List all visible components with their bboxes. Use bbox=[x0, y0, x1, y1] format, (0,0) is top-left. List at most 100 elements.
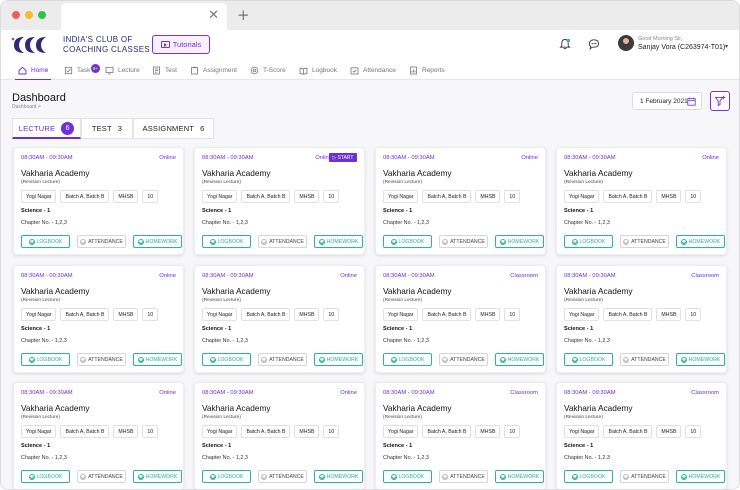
attendance-button[interactable]: ATTENDANCE bbox=[77, 470, 126, 483]
homework-button[interactable]: HOMEWORK bbox=[676, 353, 725, 366]
nav-logbook[interactable]: Logbook bbox=[299, 60, 337, 80]
attendance-button[interactable]: ATTENDANCE bbox=[439, 235, 488, 248]
breadcrumb[interactable]: Dashboard > bbox=[12, 104, 41, 110]
tag-chip: MHSB bbox=[294, 308, 320, 321]
close-tab-icon[interactable]: ✕ bbox=[208, 8, 219, 23]
logbook-button[interactable]: LOGBOOK bbox=[21, 353, 70, 366]
lecture-card[interactable]: 08:30AM - 09:30AM Online Vakharia Academ… bbox=[13, 265, 184, 373]
logbook-button[interactable]: LOGBOOK bbox=[202, 353, 251, 366]
homework-label: HOMEWORK bbox=[145, 356, 178, 363]
nav-reports[interactable]: Reports bbox=[409, 60, 445, 80]
logbook-button[interactable]: LOGBOOK bbox=[564, 470, 613, 483]
check-circle-icon bbox=[261, 473, 268, 480]
lecture-card[interactable]: 08:30AM - 09:30AM Online Vakharia Academ… bbox=[194, 265, 365, 373]
attendance-button[interactable]: ATTENDANCE bbox=[439, 353, 488, 366]
attendance-button[interactable]: ATTENDANCE bbox=[620, 353, 669, 366]
lecture-card[interactable]: 08:30AM - 09:30AM Online Vakharia Academ… bbox=[13, 147, 184, 255]
attendance-button[interactable]: ATTENDANCE bbox=[258, 353, 307, 366]
nav-lecture[interactable]: Lecture bbox=[105, 60, 140, 80]
logbook-button[interactable]: LOGBOOK bbox=[21, 235, 70, 248]
lecture-card[interactable]: 08:30AM - 09:30AM Online Vakharia Academ… bbox=[556, 147, 727, 255]
lecture-tags: Yogi Nagar Batch A, Batch B MHSB 10 bbox=[202, 308, 340, 321]
tab-assignment[interactable]: ASSIGNMENT 6 bbox=[133, 118, 214, 139]
subject-name: Science - 1 bbox=[383, 326, 413, 332]
calendar-icon bbox=[687, 97, 696, 106]
browser-tab[interactable]: ✕ bbox=[61, 3, 227, 30]
check-circle-icon bbox=[28, 238, 35, 245]
card-actions: LOGBOOK ATTENDANCE HOMEWORK bbox=[383, 353, 544, 366]
lecture-card[interactable]: 08:30AM - 09:30AM Classroom Vakharia Aca… bbox=[556, 382, 727, 489]
chapter-list: Chapter No. - 1,2,3 bbox=[21, 338, 67, 344]
homework-button[interactable]: HOMEWORK bbox=[676, 235, 725, 248]
check-circle-icon bbox=[623, 473, 630, 480]
attendance-button[interactable]: ATTENDANCE bbox=[258, 470, 307, 483]
logbook-button[interactable]: LOGBOOK bbox=[21, 470, 70, 483]
lecture-subtitle: (Revision Lecture) bbox=[564, 415, 603, 420]
logbook-button[interactable]: LOGBOOK bbox=[202, 235, 251, 248]
nav-attendance[interactable]: Attendance bbox=[350, 60, 396, 80]
lecture-card[interactable]: 08:30AM - 09:30AM Classroom Vakharia Aca… bbox=[375, 382, 546, 489]
tag-chip: Batch A, Batch B bbox=[603, 425, 653, 438]
logbook-button[interactable]: LOGBOOK bbox=[202, 470, 251, 483]
chapter-list: Chapter No. - 1,2,3 bbox=[21, 220, 67, 226]
attendance-button[interactable]: ATTENDANCE bbox=[620, 235, 669, 248]
attendance-button[interactable]: ATTENDANCE bbox=[439, 470, 488, 483]
homework-button[interactable]: HOMEWORK bbox=[133, 353, 182, 366]
lecture-card[interactable]: 08:30AM - 09:30AM Online Vakharia Academ… bbox=[194, 147, 365, 255]
homework-button[interactable]: HOMEWORK bbox=[495, 470, 544, 483]
homework-button[interactable]: HOMEWORK bbox=[314, 353, 363, 366]
tab-lecture[interactable]: LECTURE 6 bbox=[12, 118, 81, 139]
homework-button[interactable]: HOMEWORK bbox=[495, 353, 544, 366]
nav-home[interactable]: Home bbox=[14, 60, 52, 81]
homework-button[interactable]: HOMEWORK bbox=[133, 470, 182, 483]
start-button[interactable]: ▷ START bbox=[329, 153, 357, 162]
attendance-button[interactable]: ATTENDANCE bbox=[620, 470, 669, 483]
logbook-button[interactable]: LOGBOOK bbox=[564, 235, 613, 248]
attendance-button[interactable]: ATTENDANCE bbox=[77, 235, 126, 248]
logbook-button[interactable]: LOGBOOK bbox=[383, 353, 432, 366]
icc-logo-icon[interactable] bbox=[10, 34, 58, 56]
homework-button[interactable]: HOMEWORK bbox=[133, 235, 182, 248]
attendance-label: ATTENDANCE bbox=[450, 473, 485, 480]
nav-tscore[interactable]: T-Score bbox=[250, 60, 286, 80]
lecture-card[interactable]: 08:30AM - 09:30AM Online Vakharia Academ… bbox=[13, 382, 184, 489]
date-picker[interactable]: 1 February 2021 bbox=[632, 92, 702, 110]
nav-assignment[interactable]: Assignment bbox=[190, 60, 237, 80]
tutorials-button[interactable]: Tutorials bbox=[152, 35, 210, 54]
close-window-button[interactable] bbox=[12, 11, 20, 19]
user-avatar[interactable] bbox=[618, 35, 634, 51]
chat-icon[interactable] bbox=[588, 38, 600, 50]
user-name[interactable]: Sanjay Vora (C263974-T01) bbox=[638, 44, 726, 51]
filter-button[interactable] bbox=[710, 91, 730, 111]
lecture-card[interactable]: 08:30AM - 09:30AM Online Vakharia Academ… bbox=[194, 382, 365, 489]
chevron-down-icon[interactable]: ▾ bbox=[725, 44, 729, 50]
maximize-window-button[interactable] bbox=[38, 11, 46, 19]
tag-chip: Batch A, Batch B bbox=[422, 308, 472, 321]
homework-button[interactable]: HOMEWORK bbox=[314, 470, 363, 483]
tab-test[interactable]: TEST 3 bbox=[81, 118, 133, 139]
lecture-card[interactable]: 08:30AM - 09:30AM Classroom Vakharia Aca… bbox=[375, 265, 546, 373]
attendance-icon bbox=[350, 66, 359, 74]
tag-chip: 10 bbox=[142, 190, 159, 203]
logbook-button[interactable]: LOGBOOK bbox=[564, 353, 613, 366]
logbook-button[interactable]: LOGBOOK bbox=[383, 470, 432, 483]
lecture-subtitle: (Revision Lecture) bbox=[383, 298, 422, 303]
nav-task[interactable]: Task bbox=[64, 60, 90, 80]
lecture-card[interactable]: 08:30AM - 09:30AM Online Vakharia Academ… bbox=[375, 147, 546, 255]
brand-line-2: COACHING CLASSES bbox=[63, 45, 151, 54]
tag-chip: 10 bbox=[504, 308, 521, 321]
homework-label: HOMEWORK bbox=[145, 473, 178, 480]
homework-button[interactable]: HOMEWORK bbox=[676, 470, 725, 483]
logbook-button[interactable]: LOGBOOK bbox=[383, 235, 432, 248]
notification-bell-icon[interactable] bbox=[559, 38, 571, 50]
nav-test[interactable]: Test bbox=[152, 60, 177, 80]
minimize-window-button[interactable] bbox=[25, 11, 33, 19]
new-tab-icon[interactable]: + bbox=[237, 6, 250, 24]
attendance-button[interactable]: ATTENDANCE bbox=[77, 353, 126, 366]
lecture-card[interactable]: 08:30AM - 09:30AM Classroom Vakharia Aca… bbox=[556, 265, 727, 373]
homework-button[interactable]: HOMEWORK bbox=[314, 235, 363, 248]
homework-button[interactable]: HOMEWORK bbox=[495, 235, 544, 248]
attendance-button[interactable]: ATTENDANCE bbox=[258, 235, 307, 248]
lecture-tags: Yogi Nagar Batch A, Batch B MHSB 10 bbox=[383, 425, 521, 438]
